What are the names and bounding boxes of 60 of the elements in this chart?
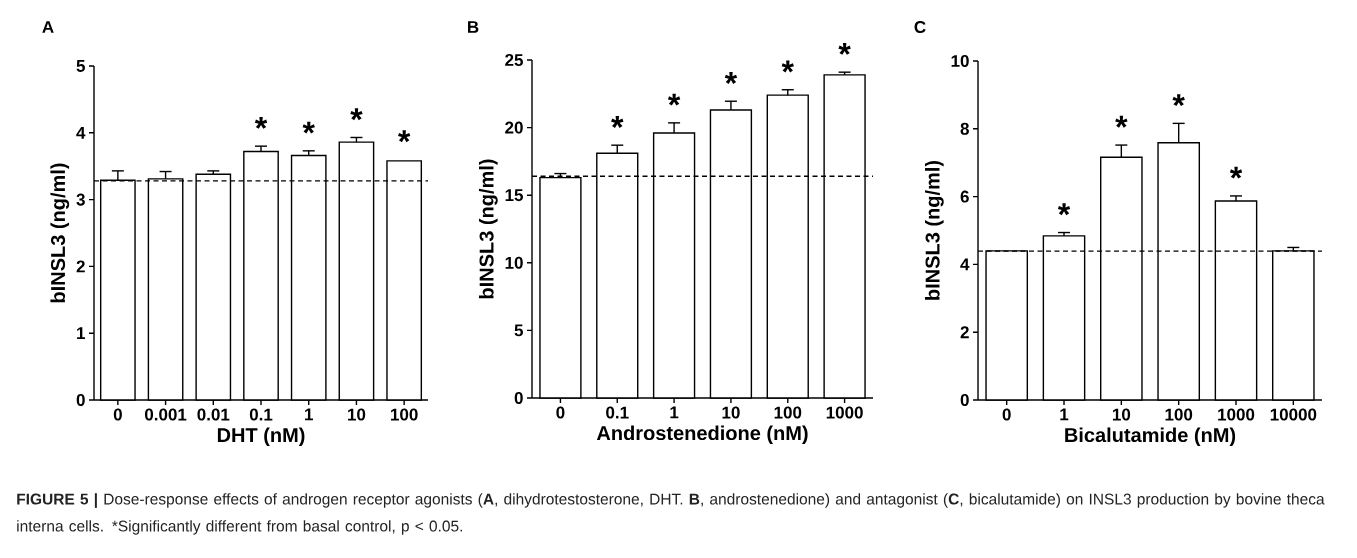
chart-title: C [914, 20, 926, 34]
x-tick-label: 10 [348, 408, 366, 421]
annotation: * [838, 42, 851, 55]
y-tick-label: 5 [76, 60, 85, 72]
annotation: * [1057, 203, 1071, 216]
annotation: * [611, 115, 624, 128]
x-axis-title: Androstenedione (nM) [596, 425, 808, 445]
y-tick-label: 0 [960, 393, 969, 407]
annotation: * [781, 60, 794, 73]
x-tick-label: 100 [774, 406, 802, 419]
chart-title: B [468, 21, 479, 33]
y-tick-label: 20 [505, 121, 523, 134]
x-tick-label: 0 [1002, 408, 1011, 421]
x-tick-label: 10 [722, 406, 740, 419]
y-axis-title: bINSL3 (ng/ml) [50, 163, 70, 303]
annotation: * [398, 130, 411, 143]
annotation: * [302, 121, 315, 134]
x-tick-label: 10000 [1270, 408, 1317, 421]
x-tick-label: 0.1 [249, 408, 273, 421]
y-tick-label: 4 [960, 258, 970, 271]
y-axis-title: bINSL3 (ng/ml) [924, 160, 944, 300]
x-tick-label: 10 [1112, 408, 1131, 421]
y-tick-label: 4 [76, 126, 86, 139]
x-axis-title: Bicalutamide (nM) [1065, 427, 1236, 447]
x-tick-label: 1000 [826, 406, 863, 419]
y-tick-label: 8 [960, 122, 969, 135]
x-tick-label: 100 [391, 408, 418, 421]
x-tick-label: 0 [556, 406, 565, 419]
x-axis-title: DHT (nM) [217, 427, 305, 447]
y-tick-label: 2 [960, 326, 969, 339]
y-tick-label: 10 [951, 54, 969, 68]
x-tick-label: 1 [305, 408, 313, 421]
x-tick-label: 0.1 [606, 406, 629, 419]
x-tick-label: 0.001 [144, 408, 187, 421]
x-tick-label: 0.01 [197, 408, 230, 421]
annotation: * [1115, 115, 1128, 128]
x-tick-label: 1 [670, 406, 679, 419]
y-tick-label: 0 [76, 393, 85, 407]
annotation: * [724, 72, 738, 84]
y-tick-label: 1 [77, 327, 85, 340]
y-tick-label: 15 [505, 189, 523, 202]
chart-title: A [42, 21, 54, 33]
annotation: * [1172, 94, 1185, 107]
y-tick-label: 5 [514, 324, 524, 337]
x-tick-label: 0 [113, 408, 122, 421]
annotation: * [1229, 166, 1243, 179]
y-tick-label: 2 [76, 260, 85, 273]
y-tick-label: 0 [514, 391, 523, 405]
y-axis-title: bINSL3 (ng/ml) [478, 159, 498, 299]
y-tick-label: 25 [505, 53, 523, 67]
x-tick-label: 1000 [1218, 408, 1255, 421]
text: FIGURE 5 | Dose-response effects of androgen receptor agonists (A, dihydrotestosterone, DHT. B, androstenedione) and antagonist (C, bicalutamide) on INSL3 production by bovine theca interna cells. *Significantly different from basal control, p < 0.05. [17, 493, 1325, 535]
y-tick-label: 10 [505, 256, 523, 269]
annotation: * [254, 116, 268, 129]
y-tick-label: 6 [960, 190, 969, 203]
x-tick-label: 1 [1060, 408, 1069, 421]
annotation: * [350, 108, 363, 121]
x-tick-label: 100 [1165, 408, 1193, 421]
y-tick-label: 3 [76, 193, 85, 206]
annotation: * [667, 93, 681, 106]
